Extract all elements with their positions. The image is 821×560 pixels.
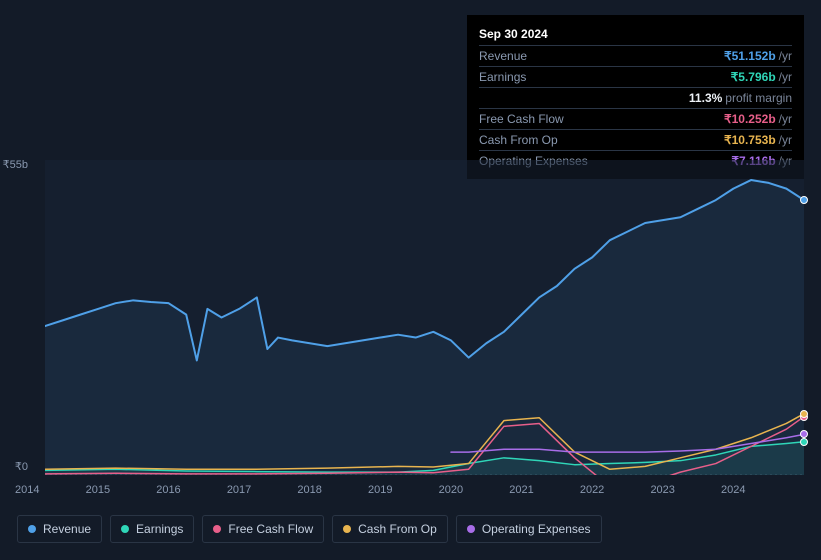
chart-tooltip: Sep 30 2024 Revenue ₹51.152b/yr Earnings ₹5… bbox=[467, 15, 804, 179]
legend-dot-icon bbox=[121, 525, 129, 533]
tooltip-row-value: ₹5.796b/yr bbox=[731, 70, 792, 84]
legend-label: Free Cash Flow bbox=[228, 522, 313, 536]
x-axis-tick: 2023 bbox=[650, 484, 674, 496]
legend-dot-icon bbox=[213, 525, 221, 533]
x-axis-tick: 2015 bbox=[86, 484, 110, 496]
tooltip-row: 11.3%profit margin bbox=[479, 88, 792, 109]
legend-item[interactable]: Operating Expenses bbox=[456, 515, 602, 543]
tooltip-row-label: Cash From Op bbox=[479, 133, 558, 147]
legend-dot-icon bbox=[28, 525, 36, 533]
tooltip-row-label: Free Cash Flow bbox=[479, 112, 564, 126]
legend-dot-icon bbox=[467, 525, 475, 533]
series-end-marker bbox=[800, 196, 808, 204]
legend-dot-icon bbox=[343, 525, 351, 533]
tooltip-row-value: ₹51.152b/yr bbox=[724, 49, 792, 63]
x-axis-tick: 2021 bbox=[509, 484, 533, 496]
x-axis-tick: 2019 bbox=[368, 484, 392, 496]
legend-label: Revenue bbox=[43, 522, 91, 536]
legend-item[interactable]: Earnings bbox=[110, 515, 194, 543]
tooltip-row-label: Earnings bbox=[479, 70, 526, 84]
legend-item[interactable]: Cash From Op bbox=[332, 515, 448, 543]
tooltip-row: Free Cash Flow ₹10.252b/yr bbox=[479, 109, 792, 130]
tooltip-row-value: ₹10.753b/yr bbox=[724, 133, 792, 147]
tooltip-row-label: Revenue bbox=[479, 49, 527, 63]
series-end-marker bbox=[800, 430, 808, 438]
legend-item[interactable]: Free Cash Flow bbox=[202, 515, 324, 543]
x-axis-tick: 2016 bbox=[156, 484, 180, 496]
chart-legend: Revenue Earnings Free Cash Flow Cash From O… bbox=[17, 515, 602, 543]
legend-label: Earnings bbox=[136, 522, 183, 536]
tooltip-row: Cash From Op ₹10.753b/yr bbox=[479, 130, 792, 151]
legend-label: Operating Expenses bbox=[482, 522, 591, 536]
x-axis-tick: 2017 bbox=[227, 484, 251, 496]
series-end-marker bbox=[800, 438, 808, 446]
tooltip-row-value: ₹10.252b/yr bbox=[724, 112, 792, 126]
x-axis-tick: 2024 bbox=[721, 484, 745, 496]
tooltip-row: Earnings ₹5.796b/yr bbox=[479, 67, 792, 88]
legend-item[interactable]: Revenue bbox=[17, 515, 102, 543]
x-axis-tick: 2014 bbox=[15, 484, 39, 496]
tooltip-row: Revenue ₹51.152b/yr bbox=[479, 46, 792, 67]
series-end-marker bbox=[800, 410, 808, 418]
x-axis-tick: 2018 bbox=[297, 484, 321, 496]
chart-area bbox=[17, 160, 804, 475]
tooltip-date: Sep 30 2024 bbox=[479, 23, 792, 46]
x-axis-tick: 2022 bbox=[580, 484, 604, 496]
legend-label: Cash From Op bbox=[358, 522, 437, 536]
tooltip-row-value: 11.3%profit margin bbox=[689, 91, 792, 105]
x-axis-tick: 2020 bbox=[439, 484, 463, 496]
chart-plot[interactable] bbox=[45, 160, 804, 475]
